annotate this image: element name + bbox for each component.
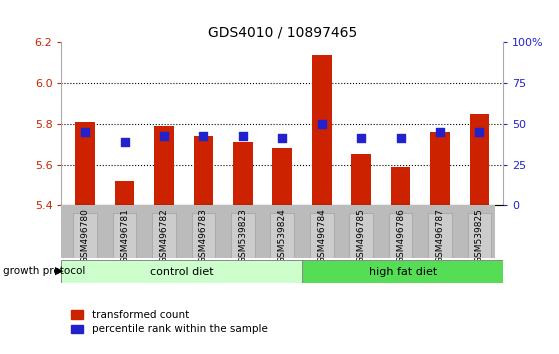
- FancyBboxPatch shape: [192, 213, 215, 258]
- Bar: [75, 122, 95, 205]
- Bar: [272, 148, 292, 205]
- Point: [199, 133, 208, 139]
- Bar: [193, 136, 214, 205]
- Text: GSM496782: GSM496782: [159, 209, 168, 263]
- FancyBboxPatch shape: [389, 213, 413, 258]
- Point: [357, 135, 366, 141]
- Bar: [430, 132, 450, 205]
- Bar: [470, 114, 489, 205]
- Legend: transformed count, percentile rank within the sample: transformed count, percentile rank withi…: [67, 306, 272, 339]
- Point: [278, 135, 287, 141]
- Point: [396, 135, 405, 141]
- Bar: [351, 154, 371, 205]
- Bar: [154, 126, 174, 205]
- Text: GSM496780: GSM496780: [80, 209, 89, 263]
- FancyBboxPatch shape: [310, 213, 334, 258]
- Point: [435, 129, 444, 135]
- FancyBboxPatch shape: [428, 213, 452, 258]
- Text: GSM496786: GSM496786: [396, 209, 405, 263]
- Bar: [115, 181, 134, 205]
- Point: [80, 129, 89, 135]
- Text: GSM496784: GSM496784: [317, 209, 326, 263]
- Text: GSM539824: GSM539824: [278, 209, 287, 263]
- Text: high fat diet: high fat diet: [368, 267, 437, 277]
- FancyBboxPatch shape: [271, 213, 294, 258]
- Title: GDS4010 / 10897465: GDS4010 / 10897465: [208, 26, 357, 40]
- Point: [318, 121, 326, 127]
- Text: ▶: ▶: [55, 266, 63, 276]
- FancyBboxPatch shape: [73, 213, 97, 258]
- Text: GSM496781: GSM496781: [120, 209, 129, 263]
- Text: GSM496783: GSM496783: [199, 209, 208, 263]
- FancyBboxPatch shape: [468, 213, 491, 258]
- Point: [475, 129, 484, 135]
- FancyBboxPatch shape: [113, 213, 136, 258]
- Bar: [61, 260, 302, 283]
- Text: growth protocol: growth protocol: [3, 266, 85, 276]
- Text: GSM496787: GSM496787: [435, 209, 444, 263]
- Point: [120, 139, 129, 145]
- Text: control diet: control diet: [150, 267, 214, 277]
- Point: [159, 133, 168, 139]
- FancyBboxPatch shape: [231, 213, 255, 258]
- Bar: [391, 167, 410, 205]
- Text: GSM539825: GSM539825: [475, 209, 484, 263]
- FancyBboxPatch shape: [152, 213, 176, 258]
- Point: [238, 133, 247, 139]
- Text: GSM539823: GSM539823: [238, 209, 248, 263]
- Text: GSM496785: GSM496785: [357, 209, 366, 263]
- Bar: [233, 142, 253, 205]
- FancyBboxPatch shape: [349, 213, 373, 258]
- Bar: [312, 55, 331, 205]
- Bar: [302, 260, 503, 283]
